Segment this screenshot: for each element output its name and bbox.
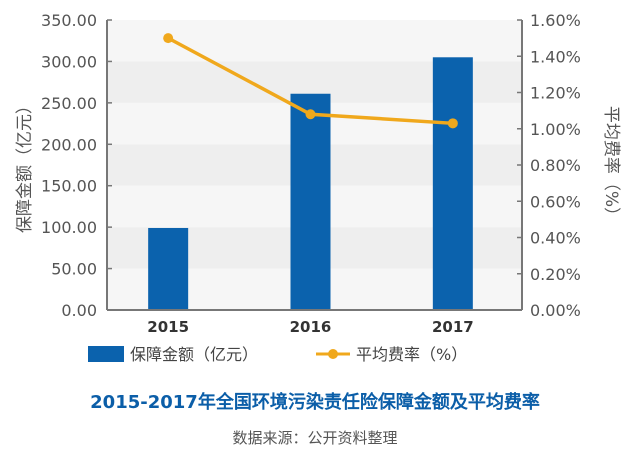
right-tick-label: 1.00% (530, 120, 581, 139)
right-tick-label: 0.20% (530, 265, 581, 284)
x-tick-label: 2017 (432, 318, 474, 336)
x-tick-label: 2015 (147, 318, 189, 336)
x-tick-label: 2016 (290, 318, 332, 336)
left-tick-label: 250.00 (41, 94, 97, 113)
left-tick-label: 350.00 (41, 11, 97, 30)
left-tick-label: 300.00 (41, 52, 97, 71)
right-tick-label: 0.40% (530, 229, 581, 248)
right-tick-label: 0.00% (530, 301, 581, 320)
right-tick-label: 1.60% (530, 11, 581, 30)
legend: 保障金额（亿元） 平均费率（%） (88, 345, 467, 364)
legend-bar-swatch (88, 346, 124, 362)
legend-line-label: 平均费率（%） (356, 345, 467, 364)
legend-line-marker (328, 349, 338, 359)
right-tick-label: 1.40% (530, 47, 581, 66)
bar-2017 (432, 57, 473, 311)
chart-title: 2015-2017年全国环境污染责任险保障金额及平均费率 (90, 391, 540, 413)
rate-point-2015 (163, 33, 174, 44)
rate-point-2016 (305, 109, 316, 120)
left-tick-label: 100.00 (41, 218, 97, 237)
left-tick-label: 200.00 (41, 135, 97, 154)
right-tick-label: 0.60% (530, 192, 581, 211)
right-tick-label: 1.20% (530, 84, 581, 103)
bar-2016 (290, 93, 331, 310)
right-tick-label: 0.80% (530, 156, 581, 175)
rate-point-2017 (447, 118, 458, 129)
legend-bar-label: 保障金额（亿元） (130, 345, 258, 364)
right-axis-title: 平均费率（%） (601, 106, 621, 224)
chart-source: 数据来源：公开资料整理 (232, 429, 397, 447)
left-tick-label: 150.00 (41, 177, 97, 196)
left-tick-label: 0.00 (61, 301, 97, 320)
bar-2015 (148, 227, 189, 310)
left-tick-label: 50.00 (51, 260, 97, 279)
left-axis-title: 保障金额（亿元） (15, 97, 35, 233)
